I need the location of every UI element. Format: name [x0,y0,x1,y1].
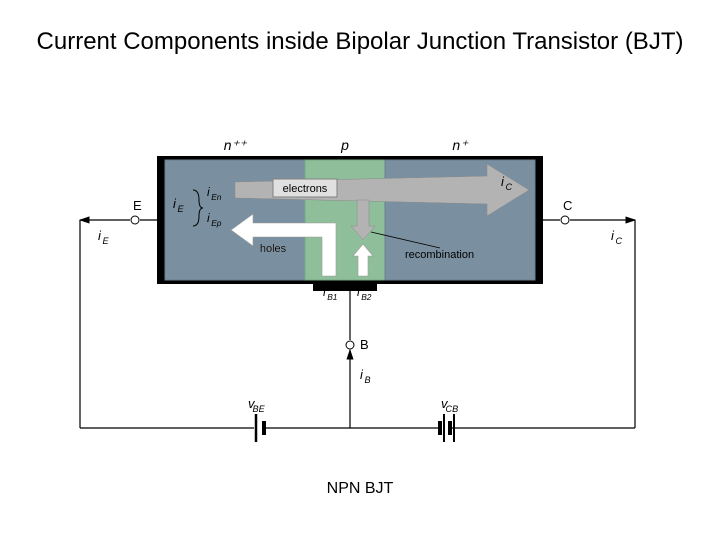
svg-text:Ep: Ep [211,218,222,228]
svg-text:i: i [611,228,615,243]
svg-text:B2: B2 [361,292,372,302]
svg-text:C: C [563,198,572,213]
svg-text:i: i [207,211,210,225]
svg-text:holes: holes [260,243,287,255]
svg-text:i: i [360,367,364,382]
svg-text:En: En [211,192,222,202]
svg-text:C: C [506,182,513,192]
svg-text:C: C [616,236,623,246]
svg-text:CB: CB [446,404,459,414]
svg-text:recombination: recombination [405,249,474,261]
svg-text:B: B [365,375,371,385]
svg-text:BE: BE [253,404,266,414]
svg-text:B: B [360,337,369,352]
svg-text:E: E [133,198,142,213]
svg-text:p: p [340,137,349,153]
svg-text:B1: B1 [327,292,337,302]
svg-text:n⁺⁺: n⁺⁺ [224,137,248,153]
svg-text:i: i [207,185,210,199]
svg-text:i: i [98,228,102,243]
svg-text:n⁺: n⁺ [452,137,469,153]
svg-text:electrons: electrons [283,183,328,195]
svg-text:E: E [103,236,110,246]
svg-text:E: E [178,204,185,214]
bjt-diagram: n⁺⁺pn⁺electronsholesholesrecombinationiE… [0,0,720,540]
